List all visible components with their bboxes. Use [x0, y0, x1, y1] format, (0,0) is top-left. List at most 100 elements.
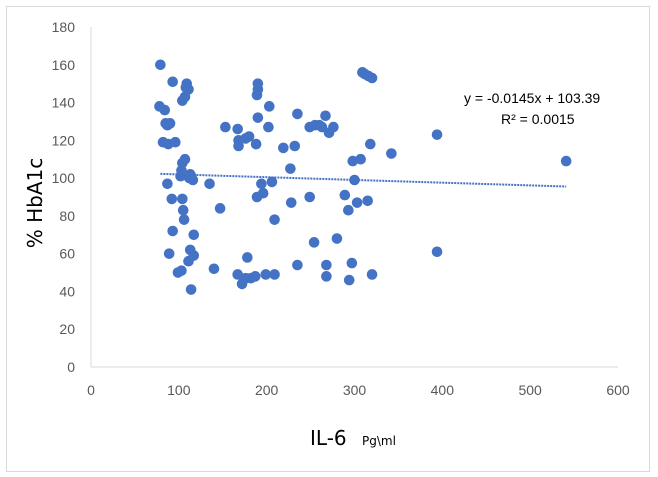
data-point [155, 59, 166, 71]
data-point [178, 214, 190, 225]
data-point [328, 121, 339, 133]
data-point [343, 204, 354, 216]
x-tick-label: 0 [87, 382, 95, 398]
data-point [292, 108, 303, 120]
data-point [321, 271, 332, 282]
data-point [560, 155, 572, 167]
data-point [177, 193, 188, 205]
data-point [163, 248, 175, 259]
data-point [256, 178, 267, 190]
x-tick-label: 400 [431, 382, 455, 398]
data-point [355, 153, 366, 165]
y-tick-label: 60 [59, 246, 75, 262]
data-point [351, 197, 363, 208]
data-point [362, 195, 373, 207]
axes [90, 27, 618, 368]
data-point [167, 225, 178, 237]
y-tick-label: 180 [52, 19, 76, 35]
data-point [183, 255, 194, 267]
data-point [431, 246, 443, 258]
data-point [266, 176, 278, 188]
data-point [260, 269, 272, 280]
data-point [386, 148, 397, 159]
data-point [285, 197, 297, 208]
data-point [162, 178, 173, 190]
data-point [220, 121, 231, 133]
data-point [278, 142, 289, 154]
r-squared-label: R² = 0.0015 [501, 111, 575, 127]
y-tick-label: 40 [59, 283, 75, 299]
data-point [243, 131, 255, 142]
data-point [166, 193, 178, 205]
data-point [232, 269, 243, 280]
data-point [331, 233, 343, 244]
data-point [252, 112, 264, 123]
data-point [183, 84, 194, 95]
y-tick-label: 160 [52, 57, 76, 73]
data-point [214, 203, 226, 214]
data-point [349, 174, 360, 186]
data-point [179, 153, 191, 165]
data-point [250, 138, 262, 150]
data-point [292, 259, 303, 271]
data-point [167, 76, 178, 88]
data-point [304, 191, 316, 203]
data-point [269, 269, 280, 280]
data-point [431, 129, 443, 140]
y-tick-label: 20 [59, 321, 75, 337]
data-point [365, 138, 376, 150]
data-point [157, 136, 169, 148]
data-point [188, 229, 200, 241]
trendline-group [160, 172, 567, 188]
x-tick-label: 200 [255, 382, 279, 398]
data-point [289, 140, 301, 152]
x-axis-label: IL-6 [310, 426, 347, 450]
data-point [320, 110, 331, 122]
data-point [308, 237, 320, 248]
data-point [187, 174, 199, 186]
chart-frame [6, 6, 650, 472]
y-tick-label: 140 [52, 95, 76, 111]
data-point [316, 121, 328, 133]
y-tick-label: 0 [67, 359, 75, 375]
data-point [208, 263, 220, 275]
x-tick-label: 600 [606, 382, 630, 398]
data-point [285, 163, 296, 174]
x-tick-label: 500 [518, 382, 542, 398]
data-point [249, 271, 261, 282]
data-point [159, 104, 171, 116]
data-point [343, 274, 355, 286]
data-point [264, 101, 275, 112]
data-point [263, 121, 274, 133]
data-point [170, 136, 181, 148]
data-point [346, 257, 358, 269]
data-point [233, 140, 244, 152]
data-point [366, 72, 378, 84]
data-point [164, 118, 176, 129]
data-point [242, 252, 253, 263]
x-tick-label: 300 [343, 382, 367, 398]
data-point [176, 165, 187, 176]
data-point [232, 123, 243, 135]
data-point [347, 155, 359, 167]
y-tick-label: 120 [52, 132, 76, 148]
x-axis-unit-label: Pg\ml [362, 434, 396, 448]
data-point [321, 259, 332, 271]
data-points [154, 59, 572, 295]
data-point [366, 269, 378, 280]
data-point [269, 214, 280, 225]
data-point [176, 265, 187, 276]
x-tick-label: 100 [167, 382, 191, 398]
y-tick-label: 80 [59, 208, 75, 224]
trendline [160, 172, 567, 188]
data-point [252, 78, 264, 89]
y-tick-labels: 0 20 40 60 80 100 120 140 160 180 [52, 19, 76, 375]
x-tick-labels: 0 100 200 300 400 500 600 [87, 382, 630, 398]
data-point [339, 189, 351, 201]
data-point [257, 187, 269, 199]
data-point [204, 178, 215, 190]
data-point [185, 284, 197, 295]
y-axis-label: % HbA1c [23, 158, 47, 249]
trendline-equation: y = -0.0145x + 103.39 [464, 90, 600, 106]
